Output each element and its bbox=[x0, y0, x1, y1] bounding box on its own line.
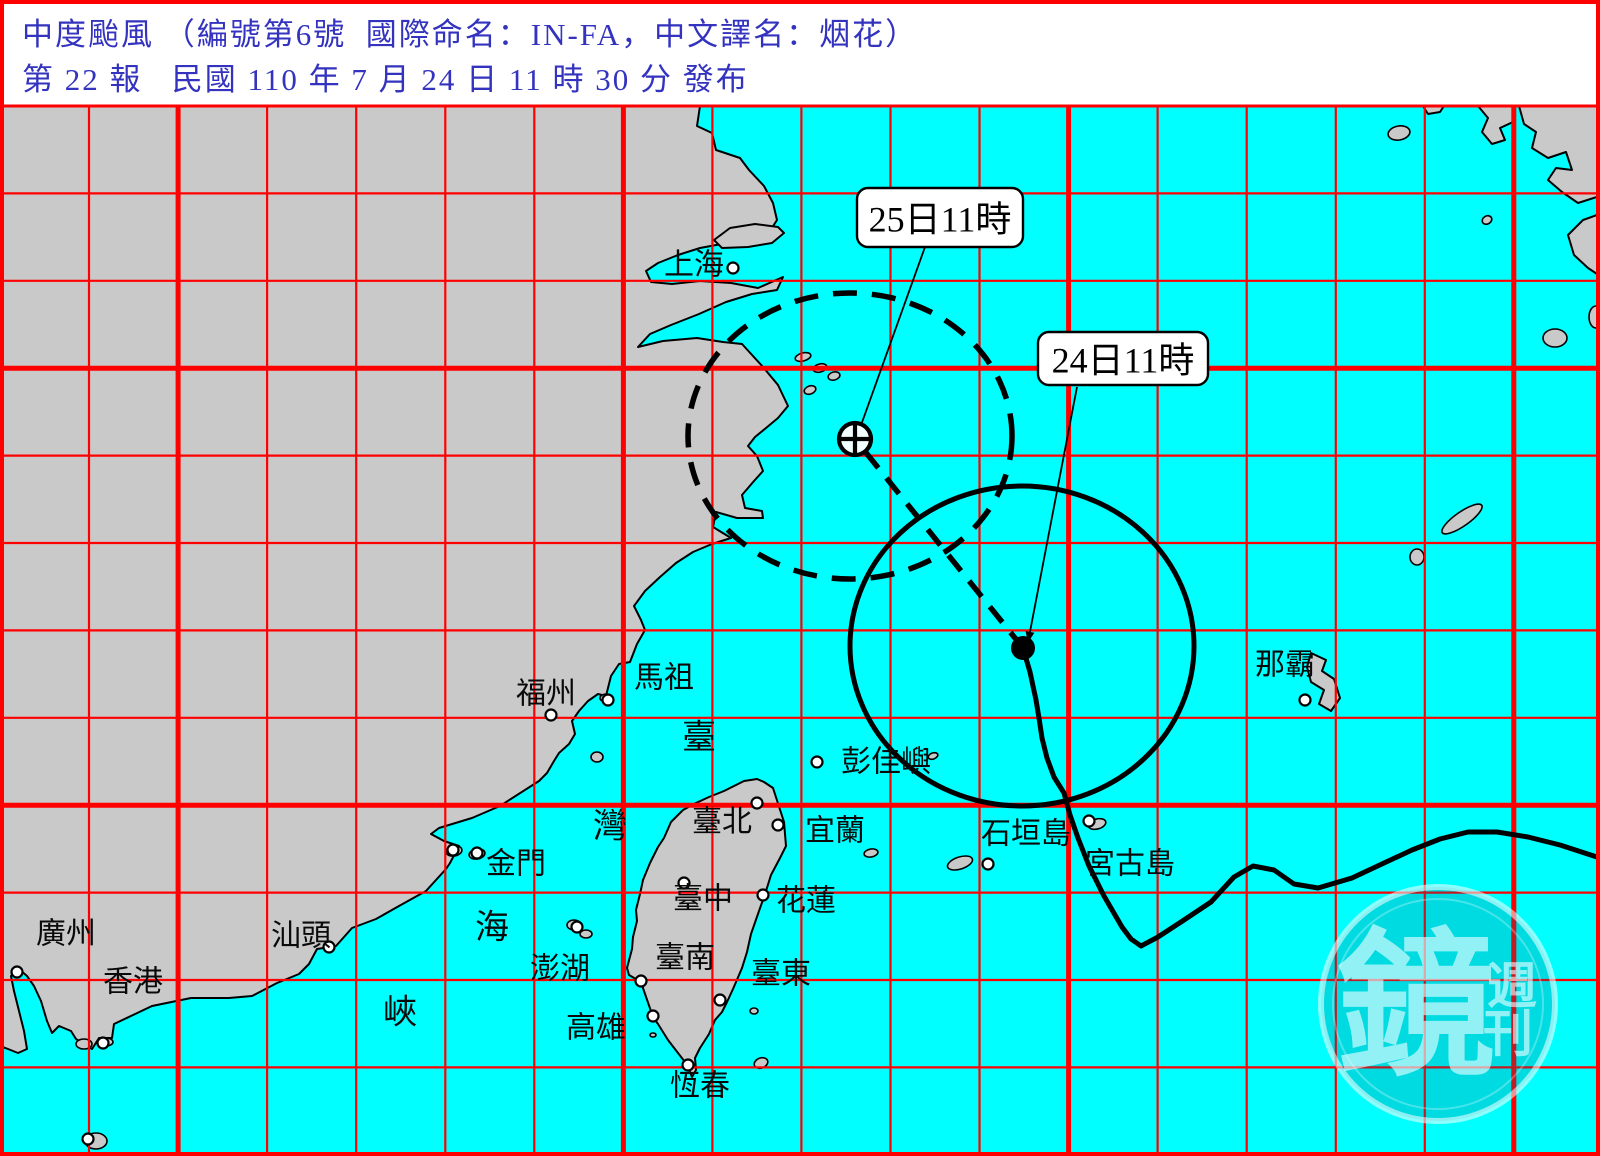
islet bbox=[590, 751, 604, 763]
forecast-wind-radius-circle bbox=[685, 290, 1015, 582]
current-time-label-box bbox=[1036, 330, 1210, 387]
city-label-guangzhou: 廣州 bbox=[36, 918, 96, 951]
grid-layer bbox=[0, 104, 1600, 1156]
islet bbox=[1481, 214, 1493, 226]
city-marker-sw-islet bbox=[81, 1132, 95, 1146]
marker-layer bbox=[10, 261, 1312, 1146]
city-marker-miyako bbox=[1082, 814, 1096, 828]
forecast-track-line bbox=[852, 437, 1026, 650]
islet bbox=[1409, 548, 1425, 566]
city-marker-shanghai bbox=[726, 261, 740, 275]
city-marker-penghu bbox=[570, 920, 584, 934]
city-label-taichung: 臺中 bbox=[673, 883, 733, 916]
current-wind-radius-circle bbox=[847, 483, 1197, 809]
typhoon-layer: 25日11時 24日11時 bbox=[685, 186, 1600, 949]
strait-label-0: 臺 bbox=[682, 719, 716, 757]
city-label-shantou: 汕頭 bbox=[271, 920, 331, 953]
city-label-shanghai: 上海 bbox=[664, 249, 724, 282]
city-label-hualien: 花蓮 bbox=[776, 885, 836, 918]
islet bbox=[1588, 305, 1600, 329]
city-marker-shantou bbox=[322, 940, 336, 954]
strait-label-1: 灣 bbox=[593, 808, 627, 846]
watermark-sub-top: 週 bbox=[1487, 958, 1537, 1014]
city-marker-ishigaki bbox=[981, 857, 995, 871]
islet bbox=[863, 848, 879, 858]
watermark-main-glyph: 鏡 bbox=[1337, 921, 1495, 1096]
past-track-line bbox=[1020, 645, 1600, 949]
islet bbox=[1441, 503, 1483, 535]
forecast-leader-line bbox=[859, 246, 926, 429]
city-marker-taipei bbox=[750, 796, 764, 810]
city-marker-hongkong bbox=[96, 1036, 110, 1050]
city-marker-pengjiayu bbox=[810, 755, 824, 769]
forecast-time-label-box bbox=[855, 186, 1025, 249]
header-line2: 第 22 報 民國 110 年 7 月 24 日 11 時 30 分 發布 bbox=[22, 62, 749, 97]
strait-label-3: 峽 bbox=[383, 994, 417, 1032]
okinawa-island bbox=[1306, 652, 1341, 712]
city-label-miyako: 宮古島 bbox=[1085, 848, 1175, 881]
city-marker-hualien bbox=[756, 888, 770, 902]
city-label-taipei: 臺北 bbox=[692, 806, 752, 839]
city-label-ishigaki: 石垣島 bbox=[981, 818, 1071, 851]
islet bbox=[749, 1007, 759, 1015]
watermark-sub-bottom: 刊 bbox=[1483, 1006, 1533, 1062]
islet bbox=[1542, 328, 1568, 348]
watermark-inner-ring bbox=[1332, 898, 1544, 1110]
islet bbox=[649, 1032, 657, 1038]
city-marker-mazu bbox=[601, 693, 615, 707]
typhoon-current-dot bbox=[1011, 636, 1035, 660]
city-label-tainan: 臺南 bbox=[655, 942, 715, 975]
watermark-circle bbox=[1318, 884, 1558, 1124]
south-kyushu-island bbox=[1567, 213, 1600, 277]
chongming-island bbox=[713, 223, 785, 249]
city-marker-jinmen-2 bbox=[470, 846, 484, 860]
strait-label-2: 海 bbox=[475, 909, 509, 947]
city-marker-guangzhou bbox=[10, 965, 24, 979]
city-marker-yilan bbox=[771, 818, 785, 832]
city-marker-jinmen bbox=[446, 843, 460, 857]
islet bbox=[927, 751, 939, 761]
city-label-hongkong: 香港 bbox=[103, 966, 163, 999]
city-marker-taichung bbox=[677, 876, 691, 890]
islet bbox=[579, 929, 593, 939]
city-label-pengjiayu: 彭佳嶼 bbox=[841, 746, 931, 779]
watermark-layer: 鏡週刊 bbox=[1318, 884, 1558, 1124]
city-marker-hengchun bbox=[681, 1058, 695, 1072]
city-label-kaohsiung: 高雄 bbox=[566, 1012, 626, 1045]
city-marker-tainan bbox=[634, 974, 648, 988]
city-label-yilan: 宜蘭 bbox=[805, 815, 865, 848]
current-leader-line bbox=[1028, 386, 1078, 638]
city-label-jinmen: 金門 bbox=[486, 848, 546, 881]
city-label-penghu: 澎湖 bbox=[530, 953, 590, 986]
city-marker-taitung bbox=[713, 993, 727, 1007]
islet bbox=[827, 371, 841, 381]
city-label-fuzhou: 福州 bbox=[516, 678, 576, 711]
header: 中度颱風 （編號第6號 國際命名：IN-FA，中文譯名：烟花） 第 22 報 民… bbox=[4, 4, 1596, 104]
forecast-time-label: 25日11時 bbox=[869, 200, 1012, 240]
city-label-taitung: 臺東 bbox=[751, 958, 811, 991]
city-marker-naha bbox=[1298, 693, 1312, 707]
header-line1: 中度颱風 （編號第6號 國際命名：IN-FA，中文譯名：烟花） bbox=[22, 17, 919, 52]
city-label-naha: 那霸 bbox=[1255, 649, 1315, 682]
islet bbox=[946, 855, 974, 871]
current-time-label: 24日11時 bbox=[1052, 341, 1195, 381]
islet bbox=[803, 384, 817, 396]
city-label-mazu: 馬祖 bbox=[634, 662, 694, 695]
city-marker-fuzhou bbox=[544, 708, 558, 722]
city-label-hengchun: 恆春 bbox=[670, 1070, 730, 1103]
islet bbox=[1387, 125, 1411, 141]
city-marker-kaohsiung bbox=[646, 1009, 660, 1023]
